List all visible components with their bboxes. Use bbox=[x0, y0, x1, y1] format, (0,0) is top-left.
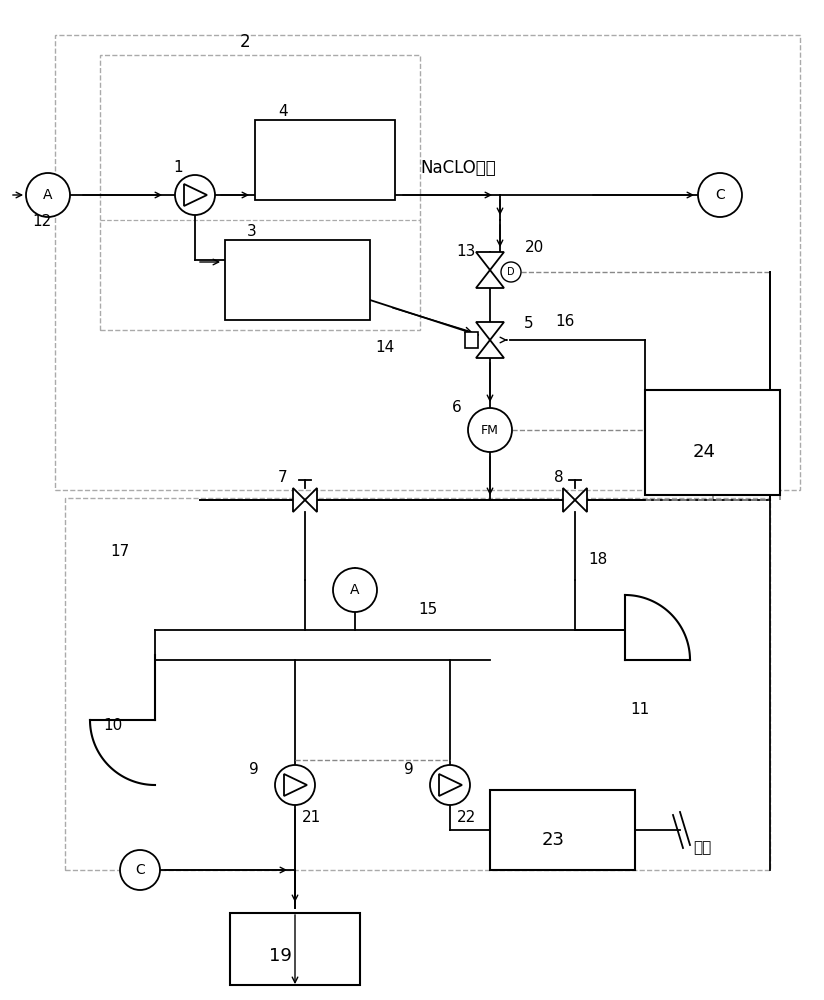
Text: 19: 19 bbox=[269, 947, 292, 965]
Text: 18: 18 bbox=[588, 552, 607, 568]
Polygon shape bbox=[476, 270, 504, 288]
Polygon shape bbox=[476, 322, 504, 340]
Circle shape bbox=[468, 408, 512, 452]
Text: A: A bbox=[43, 188, 53, 202]
Bar bbox=[55, 35, 800, 490]
Text: 16: 16 bbox=[555, 314, 574, 330]
Text: 1: 1 bbox=[173, 159, 183, 174]
Bar bbox=[65, 498, 770, 870]
Text: FM: FM bbox=[481, 424, 499, 436]
Polygon shape bbox=[476, 340, 504, 358]
Text: 5: 5 bbox=[524, 316, 534, 330]
Text: 12: 12 bbox=[32, 215, 51, 230]
Text: 23: 23 bbox=[541, 831, 564, 849]
Circle shape bbox=[430, 765, 470, 805]
Text: 舷外: 舷外 bbox=[693, 840, 711, 856]
Text: 6: 6 bbox=[452, 400, 461, 416]
Text: 17: 17 bbox=[110, 544, 129, 560]
Text: 4: 4 bbox=[278, 104, 288, 119]
Circle shape bbox=[26, 173, 70, 217]
Text: 13: 13 bbox=[456, 244, 475, 259]
Bar bbox=[255, 120, 395, 200]
Text: 11: 11 bbox=[630, 702, 649, 718]
Text: 10: 10 bbox=[103, 718, 122, 732]
Text: 3: 3 bbox=[247, 225, 257, 239]
Circle shape bbox=[501, 262, 521, 282]
Text: C: C bbox=[715, 188, 725, 202]
Polygon shape bbox=[575, 488, 587, 512]
Text: 20: 20 bbox=[525, 239, 544, 254]
Text: 22: 22 bbox=[457, 810, 476, 826]
Text: 7: 7 bbox=[278, 471, 288, 486]
Text: C: C bbox=[135, 863, 145, 877]
Text: 24: 24 bbox=[693, 443, 716, 461]
Bar bbox=[645, 390, 780, 495]
Text: 9: 9 bbox=[404, 762, 414, 778]
Text: 9: 9 bbox=[249, 762, 259, 778]
Bar bbox=[230, 913, 360, 985]
Circle shape bbox=[175, 175, 215, 215]
Polygon shape bbox=[476, 252, 504, 270]
Text: NaCLO浓液: NaCLO浓液 bbox=[420, 159, 496, 177]
Text: 2: 2 bbox=[240, 33, 250, 51]
Polygon shape bbox=[563, 488, 575, 512]
Bar bbox=[225, 240, 370, 320]
Text: A: A bbox=[350, 583, 360, 597]
Circle shape bbox=[698, 173, 742, 217]
Circle shape bbox=[333, 568, 377, 612]
Text: 21: 21 bbox=[302, 810, 321, 826]
Bar bbox=[100, 55, 420, 330]
Bar bbox=[465, 332, 478, 348]
Text: D: D bbox=[508, 267, 515, 277]
Bar bbox=[490, 790, 635, 870]
Polygon shape bbox=[305, 488, 317, 512]
Circle shape bbox=[120, 850, 160, 890]
Polygon shape bbox=[293, 488, 305, 512]
Circle shape bbox=[275, 765, 315, 805]
Text: 15: 15 bbox=[418, 602, 438, 617]
Text: 8: 8 bbox=[554, 471, 564, 486]
Text: 14: 14 bbox=[375, 340, 394, 356]
